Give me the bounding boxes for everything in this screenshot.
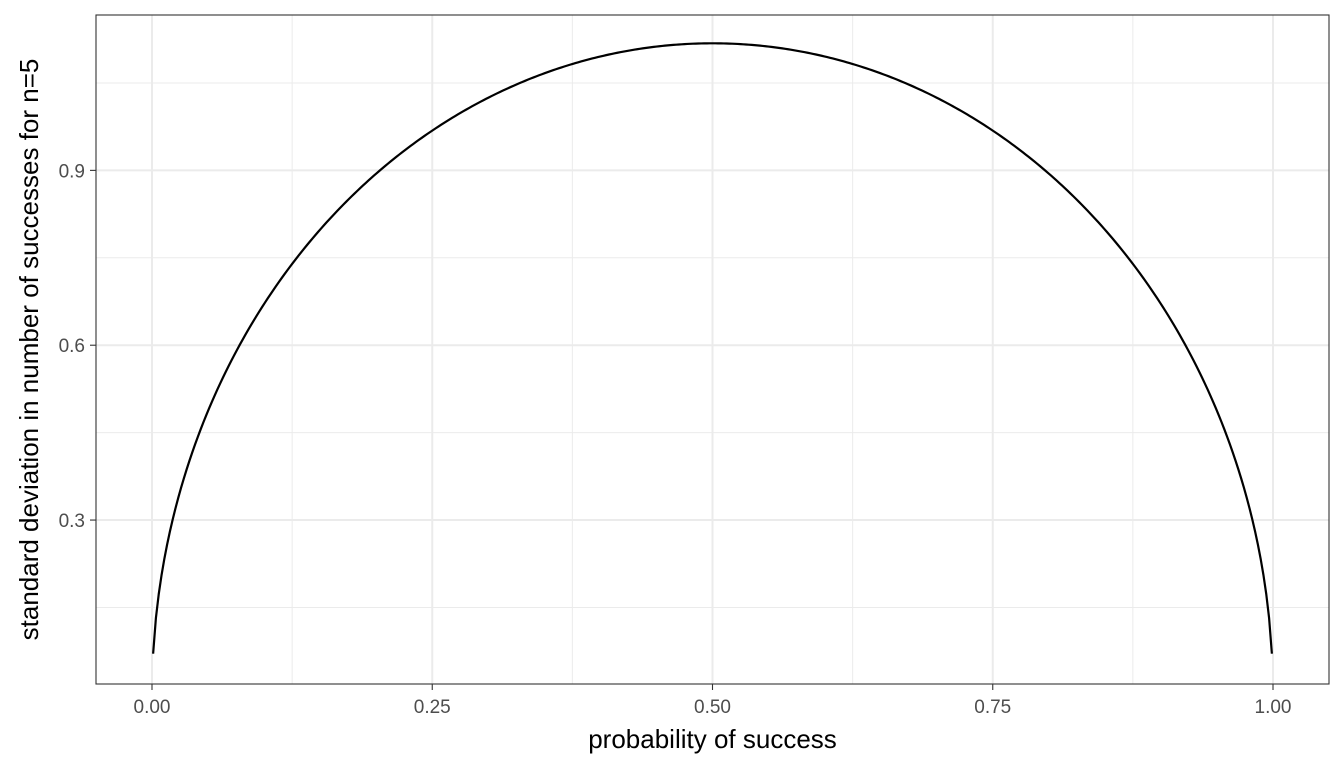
x-tick-label: 0.75 [974,697,1011,718]
series-line [152,42,1273,654]
x-tick-label: 1.00 [1255,697,1292,718]
y-axis-title: standard deviation in number of successe… [14,59,44,641]
x-axis-title: probability of success [588,724,837,754]
y-tick-label: 0.6 [59,336,85,357]
grid-major [96,15,1329,684]
y-tick-label: 0.3 [59,511,85,532]
y-tick-label: 0.9 [59,161,85,182]
y-axis: 0.3 0.6 0.9 [59,161,96,532]
x-tick-label: 0.25 [414,697,451,718]
x-tick-label: 0.50 [694,697,731,718]
x-tick-label: 0.00 [134,697,171,718]
x-axis: 0.00 0.25 0.50 0.75 1.00 [134,684,1292,718]
series-layer [152,42,1273,654]
